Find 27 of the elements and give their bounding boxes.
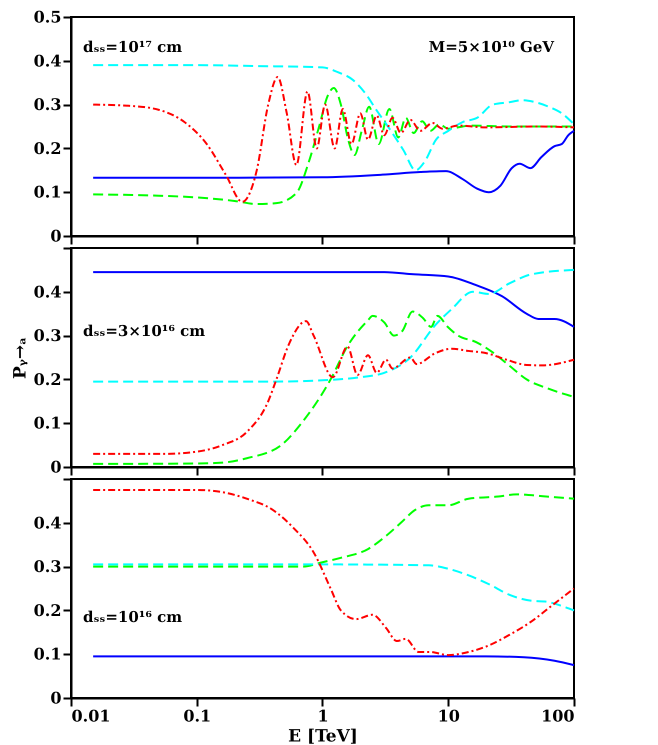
- y-tick-label: 0.4: [34, 513, 62, 532]
- y-tick-label: 0.1: [34, 644, 62, 664]
- y-tick-label: 0.1: [34, 414, 62, 433]
- annotation: dₛₛ=10¹⁶ cm: [83, 608, 182, 626]
- y-tick-label: 0.2: [34, 370, 62, 389]
- y-tick-label: 0.2: [34, 138, 62, 158]
- x-axis-title: E [TeV]: [288, 726, 358, 745]
- y-tick-label: 0.3: [34, 557, 62, 576]
- y-tick-label: 0.2: [34, 600, 62, 620]
- y-tick-label: 0.1: [34, 182, 62, 202]
- y-tick-label: 0: [50, 688, 62, 708]
- x-tick-label: 100: [541, 706, 574, 726]
- annotation: M=5×10¹⁰ GeV: [428, 38, 554, 56]
- y-tick-label: 0.4: [34, 51, 62, 70]
- annotation: dₛₛ=3×10¹⁶ cm: [83, 322, 206, 340]
- y-axis-title: Pᵧ→ₐ: [10, 336, 31, 380]
- y-tick-label: 0.4: [34, 282, 62, 302]
- x-tick-label: 1: [317, 706, 329, 726]
- x-tick-label: 0.1: [183, 706, 212, 726]
- x-tick-label: 10: [438, 706, 460, 726]
- y-tick-label: 0.3: [34, 95, 62, 114]
- y-tick-label: 0.5: [34, 8, 62, 26]
- y-tick-label: 0: [50, 226, 62, 246]
- annotation: dₛₛ=10¹⁷ cm: [83, 38, 182, 56]
- x-tick-label: 0.01: [72, 706, 110, 726]
- y-tick-label: 0.3: [34, 326, 62, 346]
- y-tick-label: 0: [50, 458, 62, 476]
